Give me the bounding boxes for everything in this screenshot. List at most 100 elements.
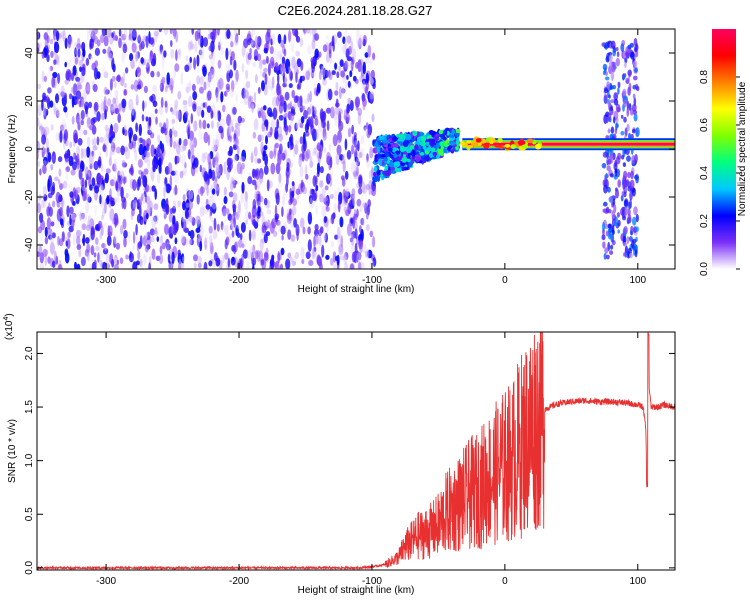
spectrogram-cell <box>203 151 209 160</box>
spectrogram-cell <box>385 153 390 157</box>
x-tick-label: -300 <box>96 275 116 286</box>
spectrogram-cell <box>245 219 249 225</box>
spectrogram-cell <box>112 163 117 172</box>
spectrogram-cell <box>263 47 268 54</box>
spectrogram-cell <box>44 226 48 238</box>
spectrogram-cell <box>269 126 273 136</box>
spectrogram-cell <box>53 33 56 41</box>
spectrogram-cell <box>113 264 119 269</box>
spectrogram-cell <box>145 212 149 220</box>
spectrogram-cell <box>322 67 327 81</box>
scale-factor-prefix: (x10 <box>4 320 15 340</box>
spectrogram-cell <box>234 79 238 86</box>
spectrogram-cell <box>306 29 311 34</box>
spectrogram-cell <box>164 100 168 108</box>
x-tick-label: -100 <box>362 275 382 286</box>
spectrogram-cell <box>151 216 157 229</box>
spectrogram-cell <box>191 43 195 50</box>
spectrogram-cell <box>202 37 209 47</box>
y-tick-label: 20 <box>24 95 35 107</box>
spectrogram-cell <box>43 147 47 155</box>
spectrogram-cell <box>76 146 81 156</box>
spectrogram-cell <box>296 228 299 241</box>
spectrogram-cell <box>132 29 137 38</box>
spectrogram-cell <box>226 126 231 139</box>
spectrogram-cell <box>283 100 287 113</box>
spectrogram-cell <box>108 225 113 236</box>
spectrogram-cell <box>184 64 190 73</box>
spectrogram-cell <box>299 122 304 129</box>
spectrogram-cell <box>99 136 104 143</box>
spectrogram-cell <box>475 138 482 143</box>
spectrogram-cell <box>86 193 91 203</box>
spectrogram-cell <box>122 72 126 84</box>
spectrogram-cell <box>51 155 55 162</box>
spectrogram-cell <box>228 126 233 135</box>
spectrogram-cell <box>143 85 148 93</box>
spectrogram-cell <box>197 255 202 264</box>
spectrogram-cell <box>271 76 275 89</box>
spectrogram-cell <box>311 105 315 118</box>
spectrogram-cell <box>58 238 64 247</box>
spectrogram-cell <box>267 63 271 76</box>
spectrogram-cell <box>78 100 83 108</box>
spectrogram-cell <box>75 76 81 82</box>
spectrogram-cell <box>319 180 324 188</box>
spectrogram-cell <box>437 148 444 156</box>
spectrogram-cell <box>114 107 120 115</box>
spectrogram-cell <box>443 129 448 135</box>
spectrogram-cell <box>620 194 624 202</box>
spectrogram-cell <box>105 168 111 174</box>
spectrogram-cell <box>628 201 631 210</box>
spectrogram-cell <box>85 237 90 244</box>
spectrogram-cell <box>216 171 221 179</box>
spectrogram-cell <box>271 218 277 229</box>
spectrogram-cell <box>606 165 611 172</box>
spectrogram-cell <box>171 76 175 86</box>
x-tick-label: -200 <box>229 576 249 587</box>
spectrogram-cell <box>199 240 203 252</box>
spectrogram-cell <box>154 227 158 235</box>
spectrogram-cell <box>526 138 534 144</box>
spectrogram-cell <box>91 138 95 146</box>
spectrogram-cell <box>88 153 94 166</box>
spectrogram-cell <box>356 208 359 218</box>
spectrogram-cell <box>106 235 112 246</box>
spectrogram-cell <box>368 57 373 65</box>
spectrogram-cell <box>299 165 304 178</box>
spectrogram-cell <box>45 95 49 104</box>
spectrogram-cell <box>160 79 164 93</box>
spectrogram-cell <box>323 147 327 154</box>
spectrogram-cell <box>353 207 358 214</box>
spectrogram-cell <box>359 34 364 47</box>
spectrogram-cell <box>149 37 154 45</box>
spectrogram-cell <box>347 127 352 138</box>
spectrogram-cell <box>211 120 214 129</box>
spectrogram-cell <box>135 236 139 243</box>
spectrogram-cell <box>318 70 322 81</box>
spectrogram-cell <box>233 29 238 37</box>
spectrogram-cell <box>140 57 144 64</box>
spectrogram-cell <box>115 95 118 107</box>
spectrogram-cell <box>326 120 330 132</box>
spectrogram-cell <box>267 219 270 229</box>
spectrogram-cell <box>140 219 144 225</box>
spectrogram-cell <box>281 206 284 217</box>
spectrogram-cell <box>270 38 273 46</box>
spectrogram-cell <box>330 257 334 266</box>
spectrogram-cell <box>188 215 194 223</box>
spectrogram-cell <box>623 99 627 108</box>
spectrogram-cell <box>81 213 87 222</box>
spectrogram-cell <box>263 67 268 73</box>
spectrogram-cell <box>160 234 164 247</box>
spectrogram-cell <box>69 93 73 100</box>
spectrogram-cell <box>235 222 241 229</box>
spectrogram-cell <box>195 215 201 225</box>
spectrogram-cell <box>347 98 352 105</box>
spectrogram-cell <box>68 183 73 193</box>
spectrogram-cell <box>67 59 72 68</box>
spectrogram-cell <box>237 126 240 137</box>
spectrogram-cell <box>106 29 112 38</box>
spectrogram-cell <box>439 133 445 138</box>
spectrogram-cell <box>178 49 181 56</box>
